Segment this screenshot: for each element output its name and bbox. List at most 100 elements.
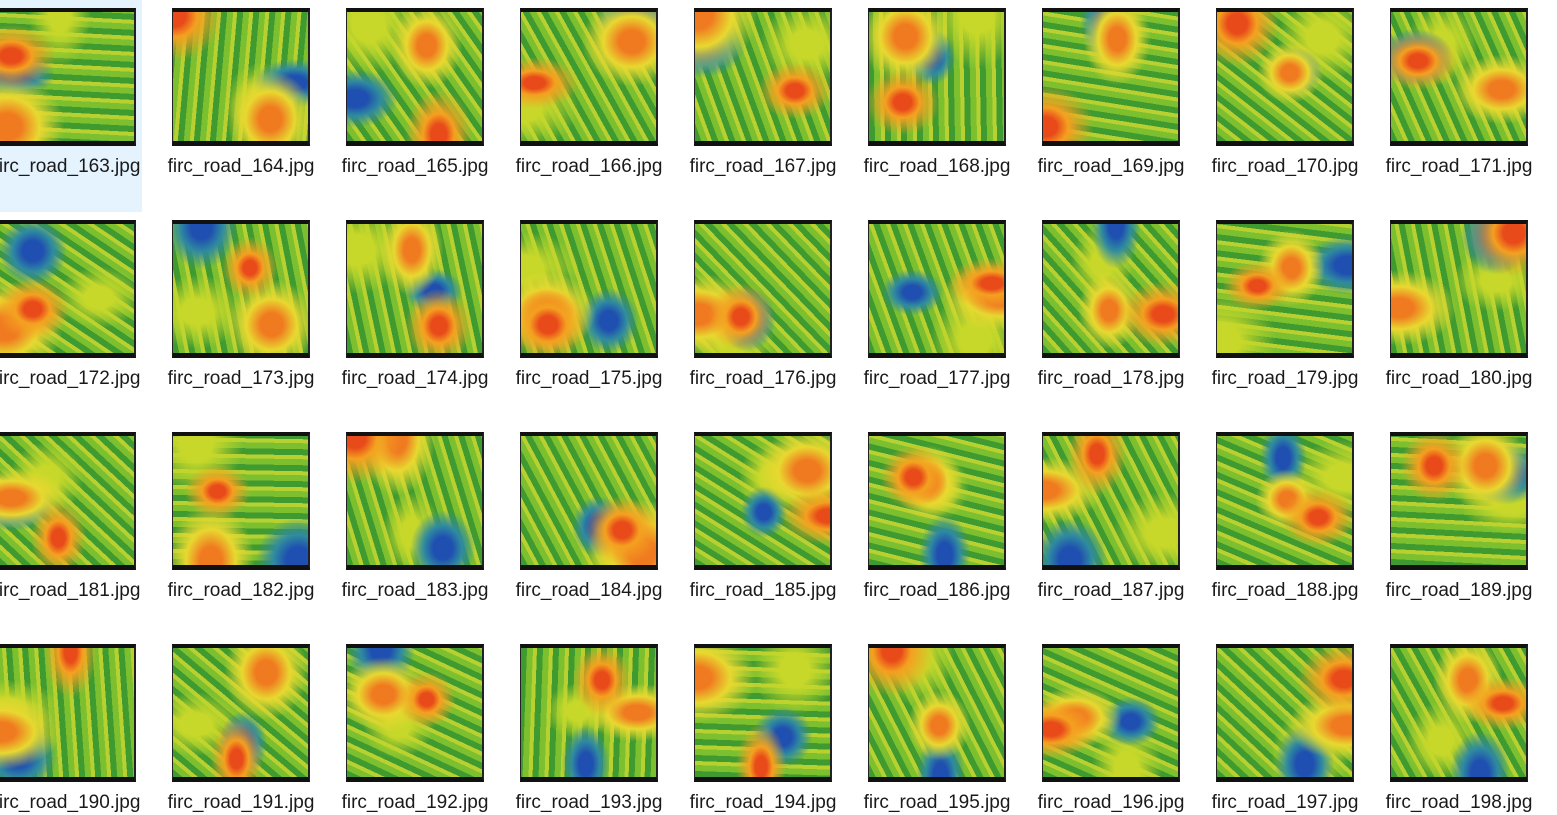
- thumbnail: [1042, 644, 1180, 782]
- thumbnail: [1042, 8, 1180, 146]
- file-item[interactable]: firc_road_189.jpg: [1384, 424, 1534, 636]
- file-name: firc_road_182.jpg: [167, 580, 315, 601]
- file-item[interactable]: firc_road_169.jpg: [1036, 0, 1186, 212]
- thumbnail: [346, 8, 484, 146]
- thumbnail: [172, 432, 310, 570]
- thumbnail: [868, 432, 1006, 570]
- file-item[interactable]: firc_road_163.jpg: [0, 0, 142, 212]
- file-name: firc_road_165.jpg: [341, 156, 489, 177]
- thumbnail: [1390, 8, 1528, 146]
- file-item[interactable]: firc_road_198.jpg: [1384, 636, 1534, 815]
- file-name: firc_road_197.jpg: [1211, 792, 1359, 813]
- thumbnail: [346, 432, 484, 570]
- file-item[interactable]: firc_road_164.jpg: [166, 0, 316, 212]
- file-name: firc_road_178.jpg: [1037, 368, 1185, 389]
- file-item[interactable]: firc_road_165.jpg: [340, 0, 490, 212]
- file-name: firc_road_164.jpg: [167, 156, 315, 177]
- file-name: firc_road_175.jpg: [515, 368, 663, 389]
- thumbnail: [868, 8, 1006, 146]
- thumbnail: [1042, 220, 1180, 358]
- thumbnail: [694, 432, 832, 570]
- file-name: firc_road_191.jpg: [167, 792, 315, 813]
- file-name: firc_road_166.jpg: [515, 156, 663, 177]
- file-name: firc_road_167.jpg: [689, 156, 837, 177]
- file-item[interactable]: firc_road_173.jpg: [166, 212, 316, 424]
- thumbnail: [1390, 220, 1528, 358]
- thumbnail: [868, 644, 1006, 782]
- thumbnail: [346, 644, 484, 782]
- file-name: firc_road_170.jpg: [1211, 156, 1359, 177]
- file-item[interactable]: firc_road_181.jpg: [0, 424, 142, 636]
- file-item[interactable]: firc_road_167.jpg: [688, 0, 838, 212]
- file-name: firc_road_185.jpg: [689, 580, 837, 601]
- thumbnail: [172, 220, 310, 358]
- thumbnail: [1216, 220, 1354, 358]
- file-item[interactable]: firc_road_183.jpg: [340, 424, 490, 636]
- file-name: firc_road_168.jpg: [863, 156, 1011, 177]
- file-name: firc_road_180.jpg: [1385, 368, 1533, 389]
- file-name: firc_road_169.jpg: [1037, 156, 1185, 177]
- thumbnail: [1216, 432, 1354, 570]
- file-item[interactable]: firc_road_170.jpg: [1210, 0, 1360, 212]
- file-item[interactable]: firc_road_186.jpg: [862, 424, 1012, 636]
- file-item[interactable]: firc_road_190.jpg: [0, 636, 142, 815]
- thumbnail: [520, 8, 658, 146]
- file-item[interactable]: firc_road_168.jpg: [862, 0, 1012, 212]
- file-name: firc_road_188.jpg: [1211, 580, 1359, 601]
- file-item[interactable]: firc_road_178.jpg: [1036, 212, 1186, 424]
- file-item[interactable]: firc_road_196.jpg: [1036, 636, 1186, 815]
- file-item[interactable]: firc_road_187.jpg: [1036, 424, 1186, 636]
- file-item[interactable]: firc_road_191.jpg: [166, 636, 316, 815]
- file-item[interactable]: firc_road_179.jpg: [1210, 212, 1360, 424]
- file-name: firc_road_174.jpg: [341, 368, 489, 389]
- file-item[interactable]: firc_road_194.jpg: [688, 636, 838, 815]
- file-item[interactable]: firc_road_182.jpg: [166, 424, 316, 636]
- file-name: firc_road_163.jpg: [0, 156, 141, 177]
- file-item[interactable]: firc_road_174.jpg: [340, 212, 490, 424]
- file-item[interactable]: firc_road_177.jpg: [862, 212, 1012, 424]
- thumbnail: [520, 644, 658, 782]
- file-item[interactable]: firc_road_184.jpg: [514, 424, 664, 636]
- thumbnail: [0, 8, 136, 146]
- file-item[interactable]: firc_road_176.jpg: [688, 212, 838, 424]
- file-name: firc_road_183.jpg: [341, 580, 489, 601]
- file-name: firc_road_186.jpg: [863, 580, 1011, 601]
- thumbnail: [1216, 8, 1354, 146]
- file-name: firc_road_194.jpg: [689, 792, 837, 813]
- file-item[interactable]: firc_road_171.jpg: [1384, 0, 1534, 212]
- thumbnail: [0, 432, 136, 570]
- thumbnail: [1216, 644, 1354, 782]
- file-name: firc_road_171.jpg: [1385, 156, 1533, 177]
- thumbnail: [0, 220, 136, 358]
- thumbnail: [694, 220, 832, 358]
- thumbnail: [172, 8, 310, 146]
- file-name: firc_road_192.jpg: [341, 792, 489, 813]
- thumbnail: [346, 220, 484, 358]
- file-item[interactable]: firc_road_175.jpg: [514, 212, 664, 424]
- thumbnail: [520, 220, 658, 358]
- file-name: firc_road_184.jpg: [515, 580, 663, 601]
- file-name: firc_road_187.jpg: [1037, 580, 1185, 601]
- file-name: firc_road_176.jpg: [689, 368, 837, 389]
- file-name: firc_road_193.jpg: [515, 792, 663, 813]
- file-item[interactable]: firc_road_193.jpg: [514, 636, 664, 815]
- file-item[interactable]: firc_road_166.jpg: [514, 0, 664, 212]
- file-name: firc_road_181.jpg: [0, 580, 141, 601]
- file-item[interactable]: firc_road_192.jpg: [340, 636, 490, 815]
- thumbnail: [172, 644, 310, 782]
- file-item[interactable]: firc_road_180.jpg: [1384, 212, 1534, 424]
- thumbnail: [0, 644, 136, 782]
- thumbnail: [694, 8, 832, 146]
- thumbnail: [868, 220, 1006, 358]
- file-item[interactable]: firc_road_195.jpg: [862, 636, 1012, 815]
- file-item[interactable]: firc_road_172.jpg: [0, 212, 142, 424]
- file-name: firc_road_177.jpg: [863, 368, 1011, 389]
- file-name: firc_road_173.jpg: [167, 368, 315, 389]
- file-item[interactable]: firc_road_185.jpg: [688, 424, 838, 636]
- file-item[interactable]: firc_road_188.jpg: [1210, 424, 1360, 636]
- thumbnail: [520, 432, 658, 570]
- file-item[interactable]: firc_road_197.jpg: [1210, 636, 1360, 815]
- thumbnail: [1390, 432, 1528, 570]
